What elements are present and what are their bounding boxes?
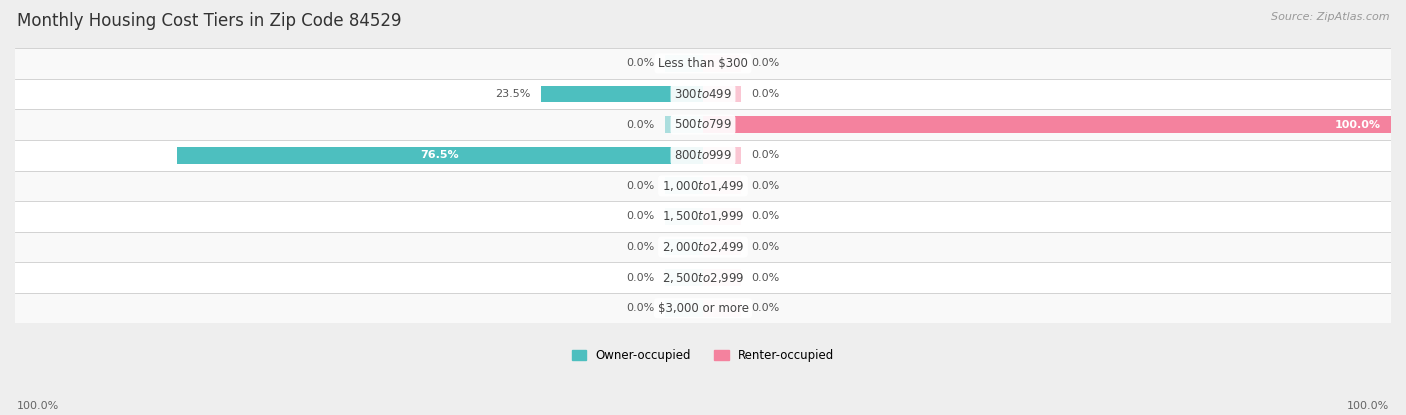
Text: Monthly Housing Cost Tiers in Zip Code 84529: Monthly Housing Cost Tiers in Zip Code 8…	[17, 12, 401, 30]
Bar	[541, 85, 703, 103]
Text: $1,500 to $1,999: $1,500 to $1,999	[662, 210, 744, 223]
Bar	[665, 269, 703, 286]
Bar	[15, 79, 1391, 110]
Bar	[15, 293, 1391, 323]
Bar	[703, 208, 741, 225]
Bar	[665, 178, 703, 194]
Bar	[15, 171, 1391, 201]
Bar	[703, 300, 741, 317]
Text: $2,000 to $2,499: $2,000 to $2,499	[662, 240, 744, 254]
Bar	[703, 85, 741, 103]
Text: 0.0%: 0.0%	[751, 303, 779, 313]
Text: $2,500 to $2,999: $2,500 to $2,999	[662, 271, 744, 285]
Text: 0.0%: 0.0%	[751, 59, 779, 68]
Text: $3,000 or more: $3,000 or more	[658, 302, 748, 315]
Text: $800 to $999: $800 to $999	[673, 149, 733, 162]
Bar	[15, 232, 1391, 262]
Bar	[15, 48, 1391, 79]
Bar	[703, 116, 1391, 133]
Bar	[703, 55, 741, 72]
Bar	[665, 239, 703, 255]
Text: 23.5%: 23.5%	[496, 89, 531, 99]
Bar	[703, 269, 741, 286]
Text: 0.0%: 0.0%	[751, 181, 779, 191]
Bar	[703, 178, 741, 194]
Bar	[15, 201, 1391, 232]
Text: 0.0%: 0.0%	[751, 89, 779, 99]
Bar	[703, 147, 741, 164]
Text: 0.0%: 0.0%	[627, 211, 655, 222]
Bar	[177, 147, 703, 164]
Text: 0.0%: 0.0%	[627, 242, 655, 252]
Text: 0.0%: 0.0%	[627, 303, 655, 313]
Text: 0.0%: 0.0%	[627, 59, 655, 68]
Text: 100.0%: 100.0%	[1347, 401, 1389, 411]
Bar	[703, 239, 741, 255]
Bar	[665, 300, 703, 317]
Legend: Owner-occupied, Renter-occupied: Owner-occupied, Renter-occupied	[567, 345, 839, 367]
Bar	[665, 116, 703, 133]
Text: 0.0%: 0.0%	[751, 242, 779, 252]
Bar	[665, 208, 703, 225]
Text: 0.0%: 0.0%	[751, 211, 779, 222]
Text: 0.0%: 0.0%	[751, 150, 779, 160]
Text: Source: ZipAtlas.com: Source: ZipAtlas.com	[1271, 12, 1389, 22]
Text: $500 to $799: $500 to $799	[673, 118, 733, 131]
Text: 0.0%: 0.0%	[627, 181, 655, 191]
Text: 100.0%: 100.0%	[17, 401, 59, 411]
Text: 76.5%: 76.5%	[420, 150, 460, 160]
Text: 100.0%: 100.0%	[1334, 120, 1381, 129]
Bar	[15, 140, 1391, 171]
Text: 0.0%: 0.0%	[627, 120, 655, 129]
Bar	[15, 262, 1391, 293]
Bar	[665, 55, 703, 72]
Text: 0.0%: 0.0%	[751, 273, 779, 283]
Text: $300 to $499: $300 to $499	[673, 88, 733, 100]
Text: $1,000 to $1,499: $1,000 to $1,499	[662, 179, 744, 193]
Bar	[15, 110, 1391, 140]
Text: 0.0%: 0.0%	[627, 273, 655, 283]
Text: Less than $300: Less than $300	[658, 57, 748, 70]
